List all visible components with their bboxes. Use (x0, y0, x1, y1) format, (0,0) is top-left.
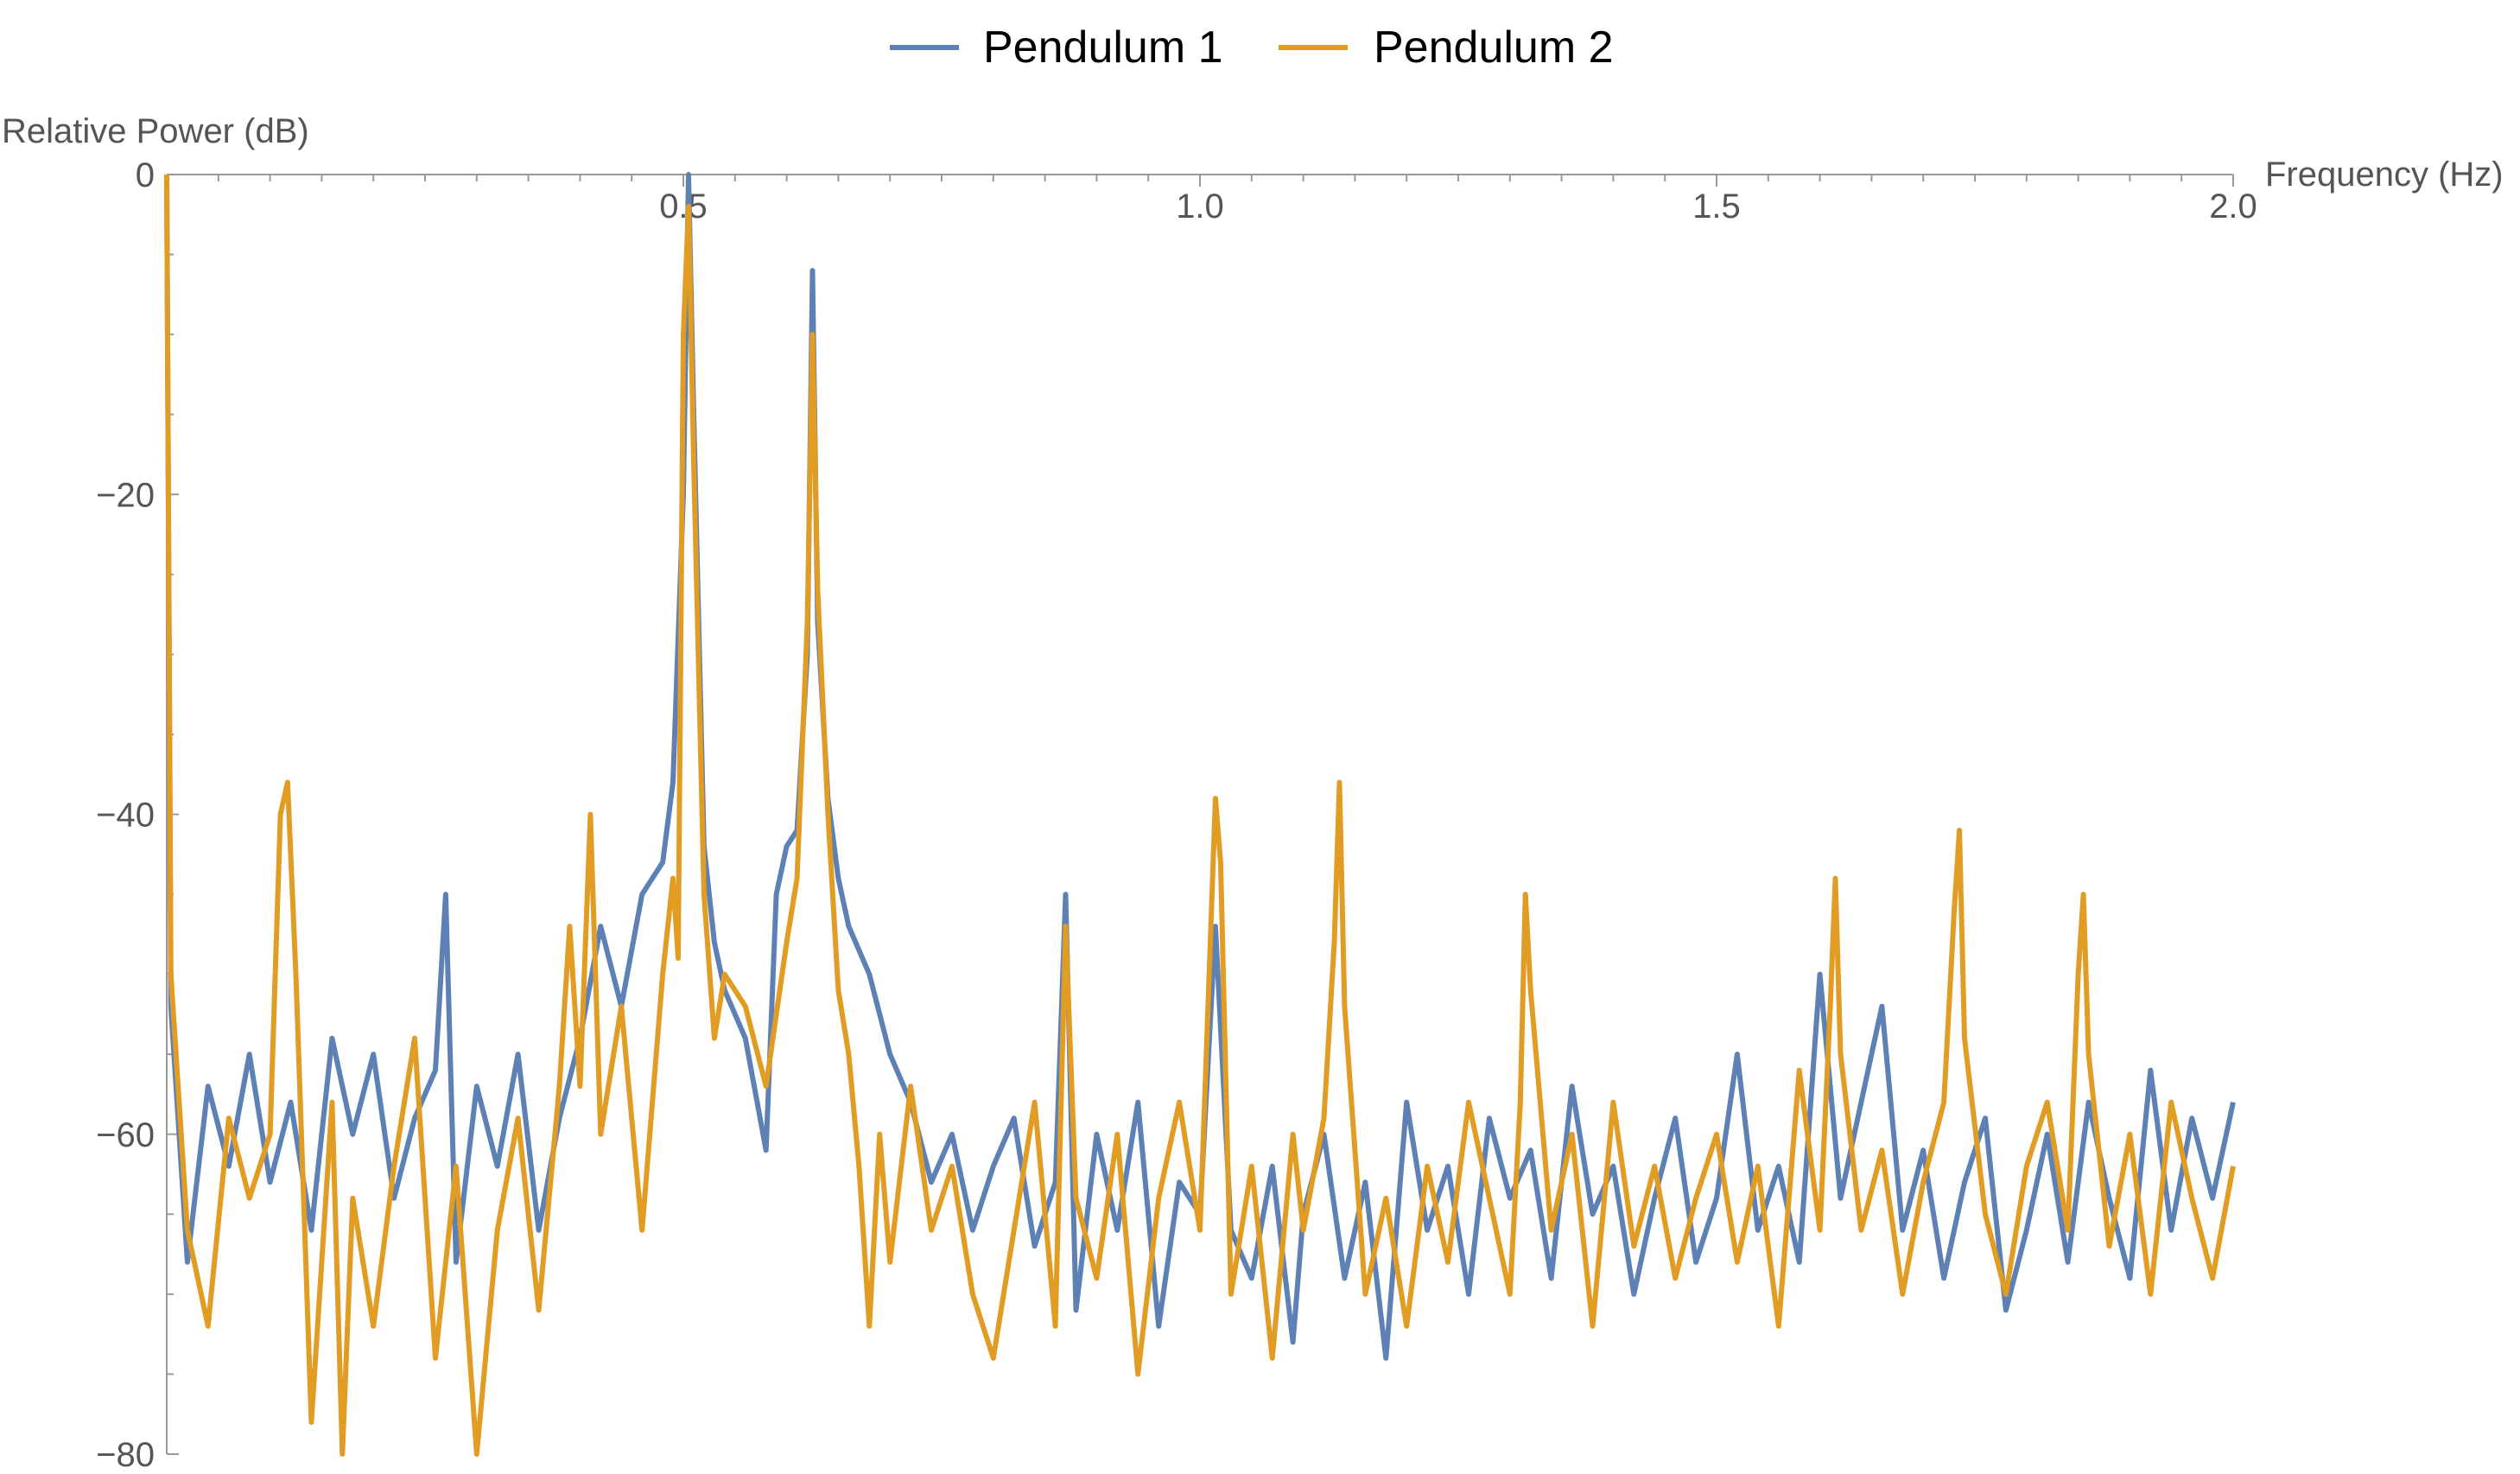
x-tick-label: 0.5 (659, 187, 708, 226)
x-tick-label: 2.0 (2209, 187, 2257, 226)
y-tick-label: −20 (96, 476, 155, 514)
series-line-pendulum-1 (164, 172, 2236, 1361)
y-tick-label: 0 (136, 156, 155, 194)
y-tick-label: −80 (96, 1436, 155, 1474)
y-axis-title: Relative Power (dB) (2, 112, 309, 150)
legend: Pendulum 1 Pendulum 2 (890, 22, 1614, 73)
x-axis-title: Frequency (Hz) (2265, 156, 2504, 194)
legend-label-pendulum-2: Pendulum 2 (1374, 22, 1614, 73)
x-tick-label: 1.5 (1692, 187, 1741, 226)
axes: 0.5 1.0 1.5 2.0 0 −20 −40 −60 −80 (96, 156, 2257, 1474)
legend-label-pendulum-1: Pendulum 1 (983, 22, 1223, 73)
y-tick-label: −60 (96, 1116, 155, 1154)
y-tick-label: −40 (96, 797, 155, 835)
series-line-pendulum-2 (164, 174, 2236, 1457)
series-layer (164, 172, 2236, 1457)
x-tick-label: 1.0 (1176, 187, 1224, 226)
